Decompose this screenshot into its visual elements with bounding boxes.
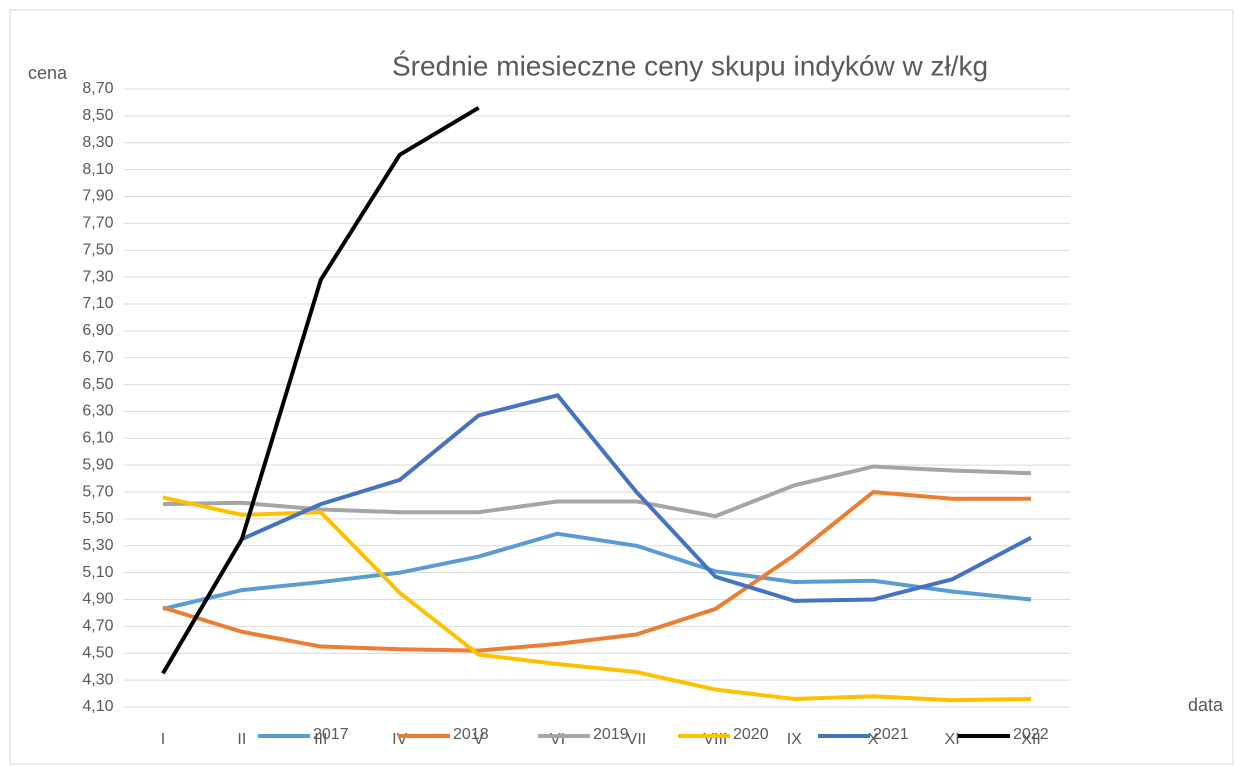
series-line <box>162 490 1032 653</box>
x-axis-label: data <box>1188 695 1224 715</box>
y-tick-label: 5,90 <box>82 456 113 473</box>
x-tick-label: V <box>473 731 484 748</box>
legend-label: 2018 <box>453 726 489 743</box>
y-tick-label: 6,30 <box>82 403 113 420</box>
y-tick-label: 7,90 <box>82 188 113 205</box>
x-tick-label: XI <box>945 731 960 748</box>
x-tick-label: III <box>314 731 327 748</box>
legend-label: 2020 <box>733 726 769 743</box>
legend-label: 2019 <box>593 726 629 743</box>
legend-label: 2017 <box>313 726 349 743</box>
series-line <box>161 106 480 675</box>
x-tick-label: I <box>161 731 165 748</box>
y-tick-label: 6,10 <box>82 430 113 447</box>
y-tick-label: 7,10 <box>82 295 113 312</box>
x-tick-label: IV <box>392 731 407 748</box>
y-tick-label: 5,70 <box>82 483 113 500</box>
y-axis-label: cena <box>28 63 68 83</box>
y-tick-label: 5,30 <box>82 537 113 554</box>
y-tick-label: 4,10 <box>82 698 113 715</box>
y-tick-label: 8,50 <box>82 107 113 124</box>
series-line <box>162 464 1032 519</box>
y-tick-label: 7,30 <box>82 268 113 285</box>
y-tick-label: 4,90 <box>82 591 113 608</box>
chart-border <box>9 9 1234 765</box>
x-tick-label: X <box>868 731 879 748</box>
y-tick-label: 6,90 <box>82 322 113 339</box>
y-tick-label: 8,30 <box>82 134 113 151</box>
x-tick-label: XII <box>1021 731 1041 748</box>
y-tick-label: 5,50 <box>82 510 113 527</box>
y-tick-label: 4,30 <box>82 671 113 688</box>
series-line <box>162 531 1032 611</box>
series-line <box>241 393 1032 603</box>
x-tick-label: II <box>237 731 246 748</box>
y-tick-label: 6,50 <box>82 376 113 393</box>
y-tick-label: 7,70 <box>82 215 113 232</box>
y-tick-label: 5,10 <box>82 564 113 581</box>
y-tick-label: 8,70 <box>82 80 113 97</box>
y-tick-label: 4,50 <box>82 644 113 661</box>
y-tick-label: 4,70 <box>82 618 113 635</box>
y-tick-label: 8,10 <box>82 161 113 178</box>
x-tick-label: VI <box>550 731 565 748</box>
series-line <box>162 495 1032 703</box>
x-tick-label: IX <box>787 731 802 748</box>
y-tick-label: 7,50 <box>82 241 113 258</box>
chart-title: Średnie miesieczne ceny skupu indyków w … <box>392 49 988 81</box>
x-tick-label: VII <box>627 731 647 748</box>
y-tick-label: 6,70 <box>82 349 113 366</box>
x-tick-label: VIII <box>703 731 727 748</box>
legend-label: 2021 <box>873 726 909 743</box>
legend-label: 2022 <box>1013 726 1049 743</box>
